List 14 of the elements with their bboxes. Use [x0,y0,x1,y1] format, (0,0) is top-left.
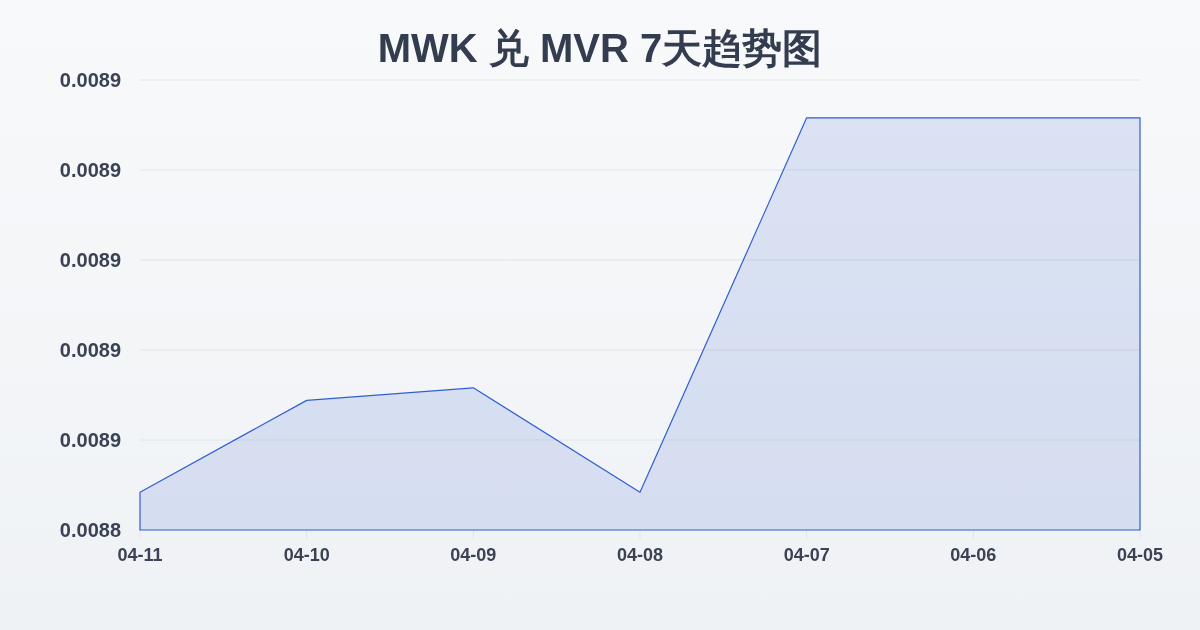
y-tick-label: 0.0089 [59,339,121,361]
y-tick-label: 0.0088 [59,519,121,541]
x-tick-label: 04-08 [617,545,663,565]
x-tick-label: 04-07 [783,545,830,565]
x-tick-label: 04-09 [450,545,497,565]
y-tick-label: 0.0089 [59,429,121,451]
y-tick-label: 0.0089 [59,249,121,271]
x-tick-label: 04-06 [950,545,997,565]
y-tick-label: 0.0089 [59,69,121,91]
title: MWK 兑 MVR 7天趋势图 [377,26,823,70]
y-tick-label: 0.0089 [59,159,121,181]
x-tick-label: 04-10 [283,545,330,565]
x-tick-label: 04-05 [1117,545,1163,565]
x-tick-label: 04-11 [117,545,163,565]
